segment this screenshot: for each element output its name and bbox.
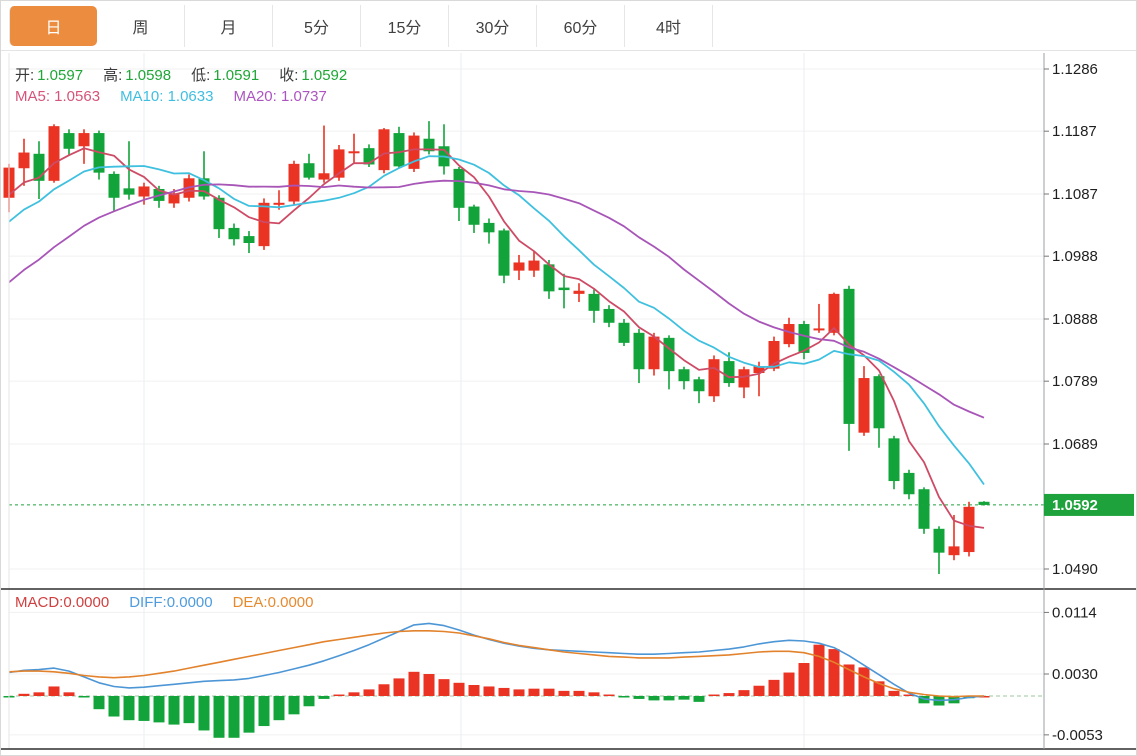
high-readout: 高: 1.0598 [103,67,172,84]
last-price-badge: 1.0592 [1044,493,1134,516]
dea-readout: DEA:0.0000 [232,594,314,611]
svg-text:0.0030: 0.0030 [1052,666,1098,683]
svg-text:0.0114: 0.0114 [1052,604,1097,621]
macd-readout: MACD:0.0000 [15,594,110,611]
macd-legend: MACD:0.0000 DIFF:0.0000 DEA:0.0000 [15,594,313,611]
tab-30分[interactable]: 30分 [449,5,537,47]
diff-readout: DIFF:0.0000 [129,594,213,611]
tab-60分[interactable]: 60分 [537,5,625,47]
svg-text:1.1286: 1.1286 [1052,61,1098,78]
low-readout: 低: 1.0591 [191,67,260,84]
ma20-line [8,179,985,419]
ma10-line [8,155,985,486]
svg-text:1.0490: 1.0490 [1052,561,1098,578]
svg-text:-0.0053: -0.0053 [1052,727,1103,744]
tab-15分[interactable]: 15分 [361,5,449,47]
ma5-readout: MA5: 1.0563 [15,88,101,105]
svg-text:1.1087: 1.1087 [1052,186,1098,203]
tab-5分[interactable]: 5分 [273,5,361,47]
tab-周[interactable]: 周 [97,5,185,47]
dea-line [8,629,984,698]
tab-月[interactable]: 月 [185,5,273,47]
svg-text:1.0689: 1.0689 [1052,436,1098,453]
tab-日[interactable]: 日 [9,6,97,46]
macd-histogram [3,644,990,738]
ma10-readout: MA10: 1.0633 [120,88,214,105]
open-readout: 开: 1.0597 [15,67,84,84]
tab-4时[interactable]: 4时 [625,5,713,47]
ohlc-legend: 开: 1.0597 高: 1.0598 低: 1.0591 收: 1.0592 [15,64,347,85]
svg-text:1.0592: 1.0592 [1052,497,1098,514]
ma-legend: MA5: 1.0563 MA10: 1.0633 MA20: 1.0737 [15,88,327,105]
grid [9,53,1044,749]
svg-text:1.0888: 1.0888 [1052,311,1098,328]
svg-text:1.0789: 1.0789 [1052,373,1098,390]
main-chart-area[interactable] [9,53,1044,589]
macd-chart-area[interactable] [9,589,1044,749]
y-axis-labels: 1.1286 1.1187 1.1087 1.0988 1.0888 1.0789 1.06… [1044,61,1103,744]
timeframe-tabs: 日周月 5分 15分 30分 60分 4时 [1,1,1136,51]
svg-text:1.0988: 1.0988 [1052,248,1098,265]
close-readout: 收: 1.0592 [279,67,348,84]
svg-text:1.1187: 1.1187 [1052,123,1097,140]
ma20-readout: MA20: 1.0737 [233,88,327,105]
